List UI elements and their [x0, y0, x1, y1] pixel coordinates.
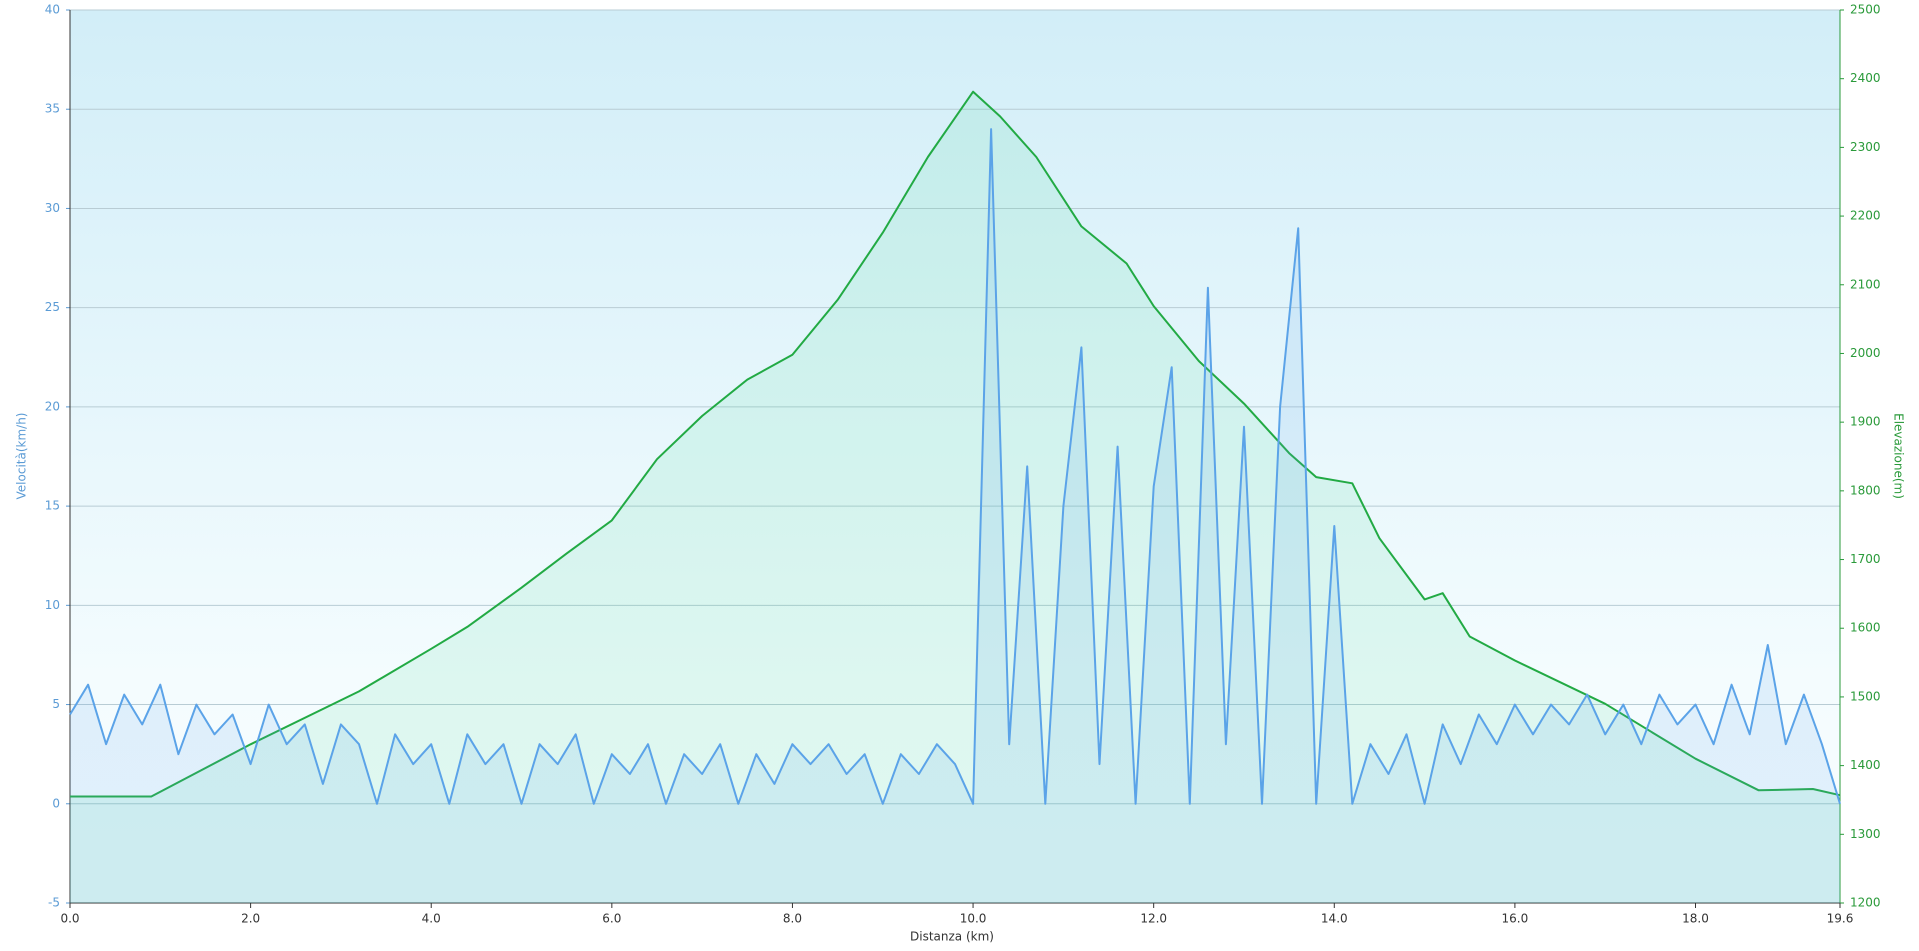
y2-tick-label: 1700 — [1850, 552, 1881, 566]
x-axis-title: Distanza (km) — [910, 930, 994, 944]
x-tick-label: 10.0 — [960, 912, 987, 926]
y2-tick-label: 2000 — [1850, 346, 1881, 360]
y2-tick-label: 1500 — [1850, 689, 1881, 703]
y-tick-label: 20 — [45, 399, 60, 413]
x-tick-label: 4.0 — [422, 912, 441, 926]
y2-tick-label: 1800 — [1850, 483, 1881, 497]
x-tick-label: 18.0 — [1682, 912, 1709, 926]
x-tick-label: 19.6 — [1827, 912, 1854, 926]
y2-axis-title: Elevazione(m) — [1892, 413, 1906, 499]
y-tick-label: 40 — [45, 3, 60, 17]
y2-tick-label: 1300 — [1850, 827, 1881, 841]
series-line — [69, 128, 1841, 805]
y-tick-label: 30 — [45, 201, 60, 215]
plot-background — [70, 10, 1840, 903]
x-tick-label: 14.0 — [1321, 912, 1348, 926]
series-line — [70, 90, 1841, 798]
area-fill — [70, 91, 1840, 903]
x-tick-label: 6.0 — [602, 912, 621, 926]
y2-tick-label: 2500 — [1850, 3, 1881, 17]
y-tick-label: 10 — [45, 598, 60, 612]
y-tick-label: -5 — [48, 896, 60, 910]
x-tick-label: 16.0 — [1502, 912, 1529, 926]
y-tick-label: 0 — [52, 796, 60, 810]
y2-tick-label: 2400 — [1850, 71, 1881, 85]
y2-tick-label: 1400 — [1850, 758, 1881, 772]
y2-tick-label: 2100 — [1850, 277, 1881, 291]
area-fill — [70, 129, 1840, 904]
x-tick-label: 8.0 — [783, 912, 802, 926]
y2-tick-label: 2300 — [1850, 140, 1881, 154]
y-tick-label: 25 — [45, 300, 60, 314]
y-tick-label: 5 — [52, 697, 60, 711]
y2-tick-label: 2200 — [1850, 209, 1881, 223]
y-tick-label: 35 — [45, 102, 60, 116]
y2-tick-label: 1200 — [1850, 896, 1881, 910]
y2-tick-label: 1600 — [1850, 621, 1881, 635]
y2-tick-label: 1900 — [1850, 415, 1881, 429]
x-tick-label: 2.0 — [241, 912, 260, 926]
y-axis-title: Velocità(km/h) — [15, 413, 29, 500]
y-tick-label: 15 — [45, 499, 60, 513]
x-tick-label: 0.0 — [60, 912, 79, 926]
x-tick-label: 12.0 — [1140, 912, 1167, 926]
